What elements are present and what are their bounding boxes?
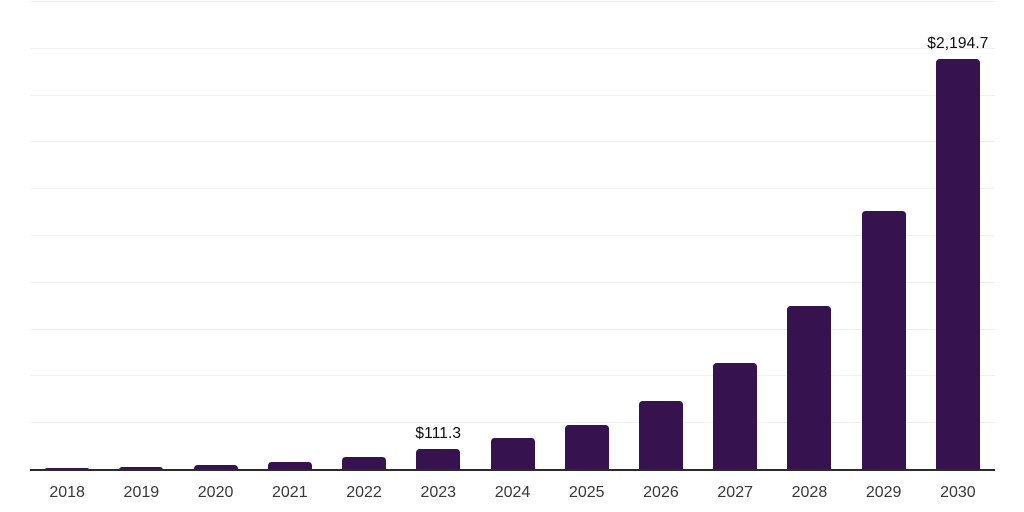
x-tick-2026: 2026 [643, 484, 679, 501]
gridline-500 [30, 375, 995, 377]
bar-2021 [267, 461, 312, 470]
gridline-2000 [30, 94, 995, 96]
gridline-2250 [30, 47, 995, 49]
gridline-750 [30, 328, 995, 330]
bar-2026 [638, 400, 683, 470]
value-label-2030: $2,194.7 [927, 35, 989, 53]
x-axis-line [30, 469, 995, 471]
bar-2020 [193, 465, 238, 470]
x-tick-2021: 2021 [272, 484, 308, 501]
x-tick-2019: 2019 [123, 484, 160, 501]
x-tick-2029: 2029 [865, 484, 902, 501]
bar-2024 [490, 438, 535, 470]
value-label-2023: $111.3 [415, 425, 462, 443]
bar-2028 [787, 306, 832, 470]
bar-2025 [564, 425, 609, 470]
gridline-1500 [30, 188, 995, 190]
x-axis: 2018 2019 2020 2021 2022 2023 2024 2025 2026 2027… [30, 480, 995, 506]
plot-area: $111.3 $2,194.7 [30, 1, 995, 470]
bar-2019 [119, 466, 164, 470]
x-tick-2022: 2022 [346, 484, 382, 501]
x-tick-2028: 2028 [791, 484, 828, 501]
gridline-1250 [30, 235, 995, 236]
gridline-250 [30, 422, 995, 424]
x-tick-2020: 2020 [197, 484, 234, 501]
bar-2030 [935, 59, 980, 470]
bar-2029 [861, 210, 906, 470]
bar-2023 [416, 449, 461, 470]
gridline-1750 [30, 141, 995, 143]
gridline-2500 [30, 1, 995, 2]
x-tick-2018: 2018 [49, 484, 85, 501]
x-tick-2030: 2030 [940, 484, 976, 501]
bar-2018 [45, 467, 90, 470]
x-tick-2025: 2025 [568, 484, 605, 501]
x-tick-2024: 2024 [494, 484, 531, 501]
x-tick-2023: 2023 [420, 484, 457, 501]
gridline-1000 [30, 281, 995, 283]
x-tick-2027: 2027 [717, 484, 753, 501]
bar-2027 [713, 363, 758, 470]
bar-2022 [342, 457, 387, 470]
